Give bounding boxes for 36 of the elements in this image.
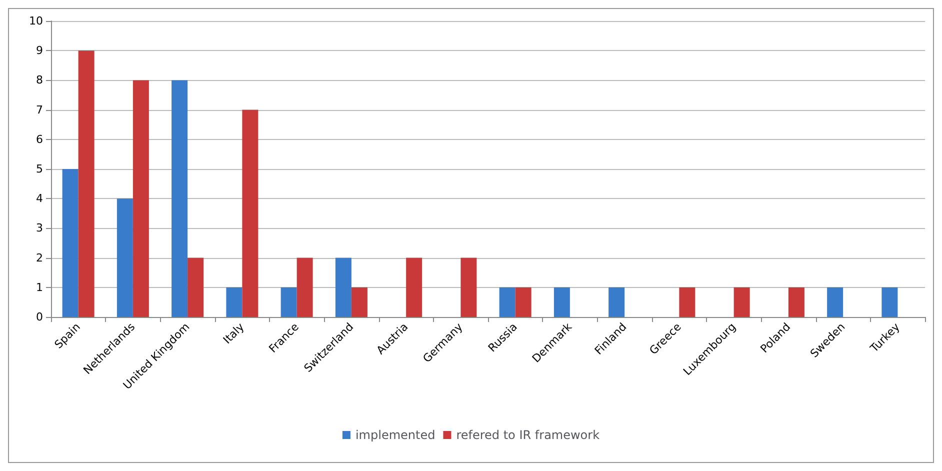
- bar: [679, 287, 696, 317]
- bar: [132, 80, 149, 317]
- bar: [406, 258, 422, 317]
- bar: [172, 80, 188, 317]
- y-tick-label: 8: [36, 74, 43, 87]
- bar: [116, 198, 133, 317]
- bar: [460, 258, 477, 317]
- bar: [335, 258, 352, 317]
- bar: [499, 287, 516, 317]
- legend-label: refered to IR framework: [456, 428, 600, 442]
- bar: [296, 258, 313, 317]
- y-tick-label: 3: [36, 222, 43, 235]
- bar: [882, 287, 898, 317]
- y-tick-label: 2: [36, 251, 43, 264]
- y-tick-label: 6: [36, 132, 43, 146]
- bar: [734, 287, 750, 317]
- bar: [351, 287, 368, 317]
- y-tick-label: 4: [36, 192, 43, 206]
- bar: [188, 258, 204, 317]
- bar: [608, 287, 625, 317]
- bar: [280, 287, 297, 317]
- bar: [62, 169, 78, 317]
- y-tick-label: 1: [36, 280, 43, 294]
- bar: [827, 287, 844, 317]
- bar: [788, 287, 804, 317]
- y-tick-label: 0: [36, 310, 43, 324]
- bar: [242, 110, 258, 317]
- bar: [554, 287, 570, 317]
- bar: [226, 287, 242, 317]
- y-tick-label: 5: [36, 162, 43, 176]
- y-tick-label: 7: [36, 103, 43, 116]
- bar: [78, 50, 94, 317]
- legend-label: implemented: [355, 428, 436, 442]
- bar: [515, 287, 532, 317]
- y-tick-label: 10: [29, 14, 43, 28]
- y-tick-label: 9: [36, 44, 43, 58]
